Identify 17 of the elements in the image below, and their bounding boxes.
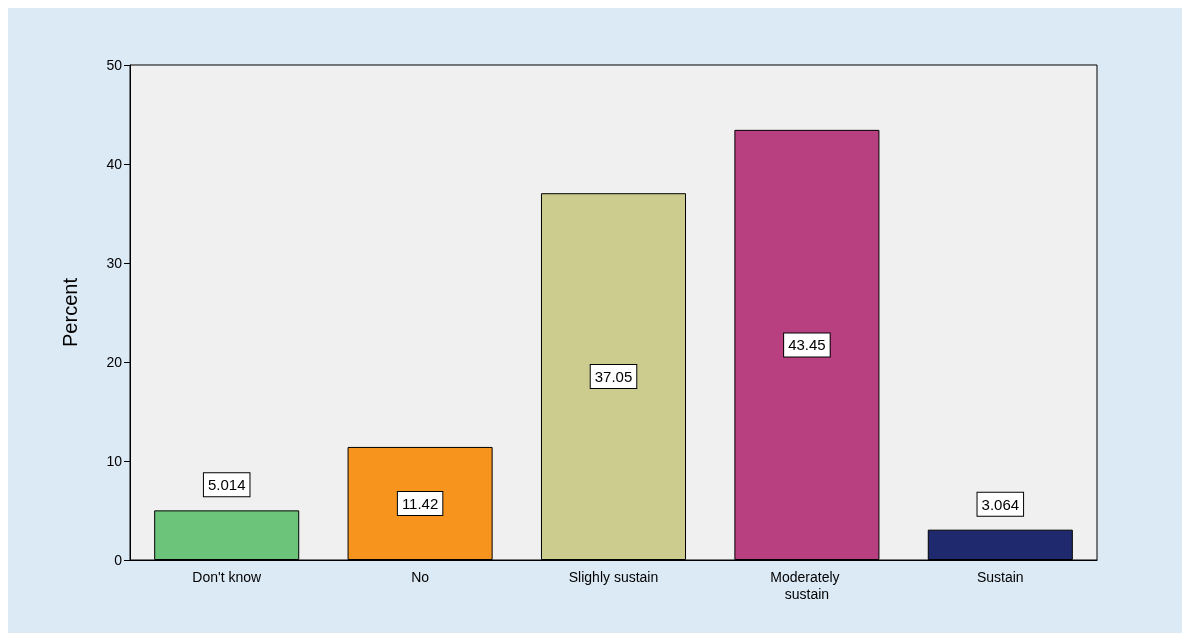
data-label: 5.014 (207, 476, 246, 494)
y-tick-label: 30 (106, 255, 123, 271)
x-tick-label: Moderately sustain (770, 568, 844, 602)
y-tick-label: 10 (106, 453, 123, 469)
y-tick-label: 50 (106, 57, 123, 73)
data-label: 11.42 (401, 494, 439, 512)
x-tick-label: Slighly sustain (568, 568, 659, 585)
x-tick-label: Don't know (192, 568, 262, 585)
y-tick-label: 40 (106, 156, 123, 172)
x-tick-label: Sustain (976, 568, 1024, 585)
y-tick-label: 0 (114, 552, 123, 568)
x-tick-label: No (411, 568, 430, 585)
y-axis-title: Percent (59, 277, 81, 347)
y-tick-label: 20 (106, 354, 123, 370)
data-label: 3.064 (981, 495, 1020, 513)
data-label: 43.45 (788, 336, 826, 354)
data-label: 37.05 (594, 368, 633, 386)
